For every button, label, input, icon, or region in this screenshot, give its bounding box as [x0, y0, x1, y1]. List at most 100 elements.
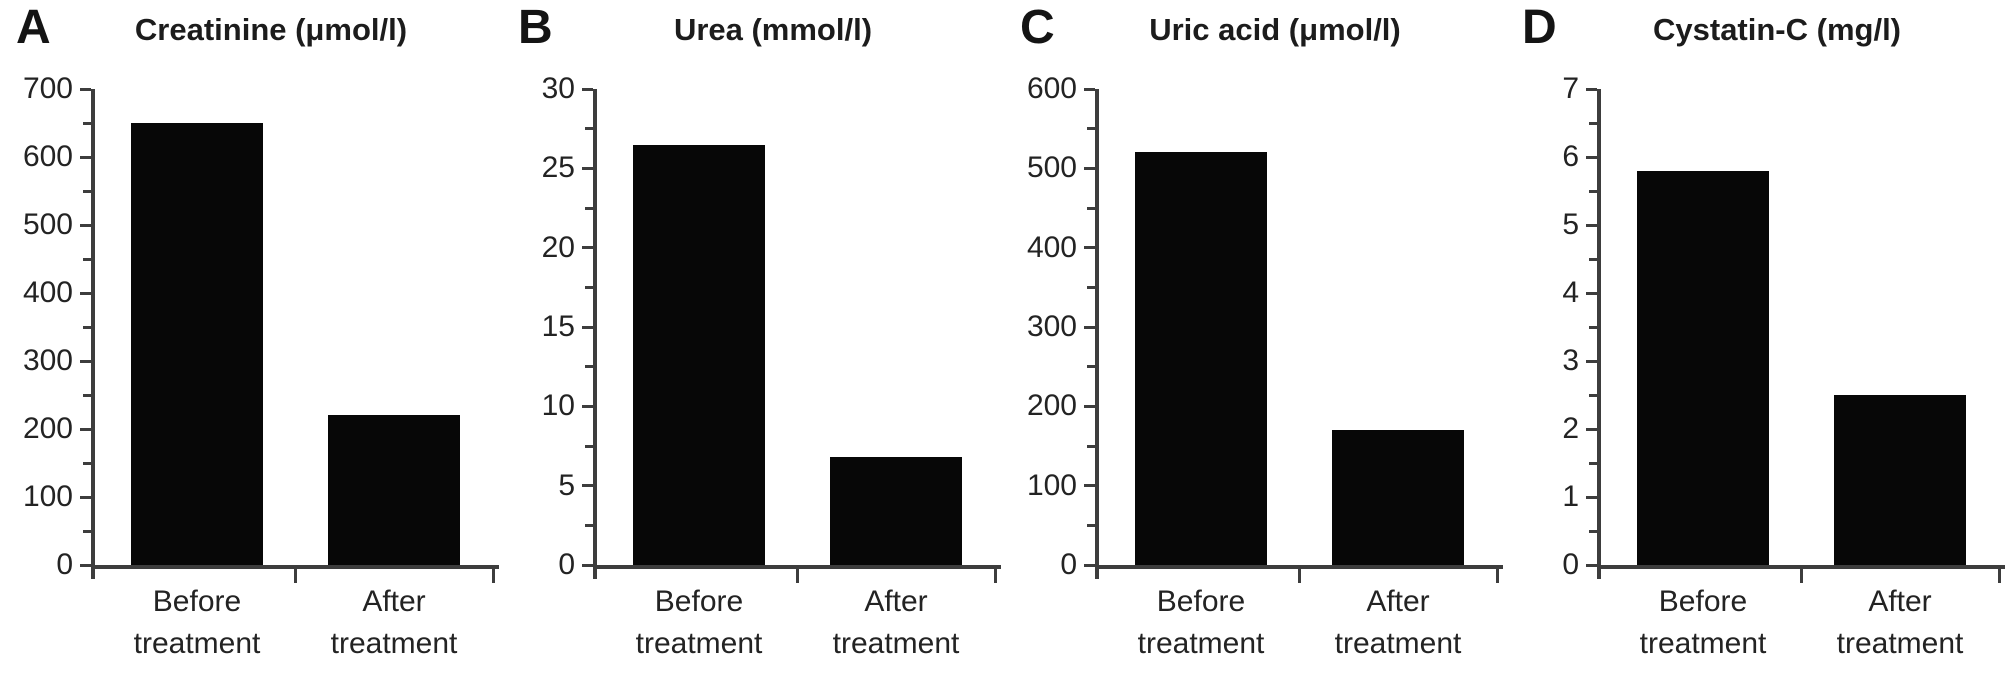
- y-axis-tick-label: 0: [1562, 548, 1579, 581]
- y-axis-minor-tick: [1087, 285, 1095, 289]
- y-axis-line: [593, 89, 597, 579]
- y-axis-tick-label: 700: [22, 72, 73, 105]
- panel-title: Urea (mmol/l): [673, 12, 873, 47]
- y-axis-minor-tick: [585, 127, 593, 131]
- y-axis-major-tick: [1084, 404, 1095, 408]
- y-axis-major-tick: [1586, 563, 1597, 567]
- y-axis-tick-label: 500: [1026, 151, 1077, 185]
- y-axis-major-tick: [1586, 291, 1597, 295]
- x-axis-tick: [1799, 569, 1803, 583]
- y-axis-tick-label: 1: [1562, 480, 1579, 513]
- x-category-label: Before treatment: [635, 585, 763, 660]
- y-axis-major-tick: [80, 427, 91, 431]
- plot-area: 0 1 2 3 4 5 6 7 Before treatment After treatment: [1562, 72, 2005, 660]
- y-axis-major-tick: [80, 87, 91, 91]
- y-axis-tick-label: 3: [1562, 344, 1579, 377]
- y-axis-minor-tick: [1589, 325, 1597, 329]
- y-axis-major-tick: [80, 563, 91, 567]
- y-axis-tick-label: 20: [541, 230, 575, 264]
- x-category-label: After treatment: [1836, 585, 1964, 660]
- panel-letter: D: [1522, 1, 1557, 54]
- y-axis-minor-tick: [585, 523, 593, 527]
- y-axis-minor-tick: [83, 257, 91, 261]
- y-axis-minor-tick: [1087, 206, 1095, 210]
- x-axis-tick: [491, 569, 495, 583]
- y-axis-major-tick: [582, 166, 593, 170]
- y-axis-minor-tick: [83, 189, 91, 193]
- chart-panel-d: D Cystatin-C (mg/l) 0 1 2 3 4 5 6 7 Before treat…: [1506, 0, 2008, 678]
- y-axis-major-tick: [80, 359, 91, 363]
- y-axis-tick-label: 200: [1026, 389, 1077, 423]
- y-axis-minor-tick: [1589, 189, 1597, 193]
- y-axis-major-tick: [80, 223, 91, 227]
- y-axis-minor-tick: [1087, 523, 1095, 527]
- x-axis-tick: [1297, 569, 1301, 583]
- panel-title: Cystatin-C (mg/l): [1653, 12, 1901, 47]
- y-axis-line: [1597, 89, 1601, 579]
- y-axis-tick-label: 4: [1562, 276, 1579, 309]
- y-axis-minor-tick: [83, 121, 91, 125]
- y-axis-minor-tick: [1589, 461, 1597, 465]
- y-axis-major-tick: [582, 246, 593, 250]
- panel-letter: A: [16, 1, 51, 54]
- x-axis-tick: [1997, 569, 2001, 583]
- chart-panel-a: A Creatinine (μmol/l) 0 100 200 300 400 500 60…: [0, 0, 502, 678]
- y-axis-tick-label: 400: [1026, 230, 1077, 264]
- y-axis-tick-label: 10: [541, 389, 575, 423]
- chart-panel-c: C Uric acid (μmol/l) 0 100 200 300 400 500 600…: [1004, 0, 1506, 678]
- y-axis-major-tick: [1084, 246, 1095, 250]
- y-axis-major-tick: [1084, 87, 1095, 91]
- plot-area: 0 100 200 300 400 500 600 700 Before treatment Af…: [23, 72, 499, 660]
- y-axis-minor-tick: [585, 285, 593, 289]
- y-axis-tick-label: 500: [22, 208, 73, 241]
- bar-after-treatment: [1332, 430, 1464, 565]
- y-axis-tick-label: 30: [541, 72, 575, 105]
- y-axis-tick-label: 5: [1562, 208, 1579, 241]
- y-axis-minor-tick: [1087, 444, 1095, 448]
- y-axis-minor-tick: [83, 325, 91, 329]
- y-axis-tick-label: 7: [1562, 72, 1579, 105]
- x-category-label: Before treatment: [1137, 585, 1265, 660]
- y-axis-tick-label: 300: [1026, 310, 1077, 343]
- y-axis-major-tick: [1084, 484, 1095, 488]
- y-axis-major-tick: [582, 87, 593, 91]
- x-axis-line: [91, 565, 499, 569]
- bar-after-treatment: [830, 457, 962, 565]
- panel-letter: C: [1020, 1, 1055, 54]
- y-axis-major-tick: [582, 484, 593, 488]
- x-axis-tick: [293, 569, 297, 583]
- x-category-label: After treatment: [832, 585, 960, 660]
- y-axis-major-tick: [582, 404, 593, 408]
- y-axis-minor-tick: [83, 393, 91, 397]
- y-axis-tick-label: 5: [558, 468, 575, 502]
- y-axis-major-tick: [1586, 87, 1597, 91]
- y-axis-tick-label: 25: [541, 151, 575, 185]
- y-axis-major-tick: [1586, 427, 1597, 431]
- y-axis-major-tick: [1586, 359, 1597, 363]
- x-axis-tick: [795, 569, 799, 583]
- y-axis-line: [91, 89, 95, 579]
- y-axis-major-tick: [80, 155, 91, 159]
- chart-panel-b: B Urea (mmol/l) 0 5 10 15 20 25 30 Before treat…: [502, 0, 1004, 678]
- x-category-label: Before treatment: [133, 585, 261, 660]
- y-axis-major-tick: [1084, 563, 1095, 567]
- x-axis-tick: [1495, 569, 1499, 583]
- y-axis-tick-label: 600: [22, 140, 73, 173]
- y-axis-minor-tick: [1589, 257, 1597, 261]
- y-axis-tick-label: 300: [22, 344, 73, 377]
- y-axis-line: [1095, 89, 1099, 579]
- bar-before-treatment: [1637, 171, 1769, 565]
- y-axis-minor-tick: [1589, 393, 1597, 397]
- y-axis-minor-tick: [585, 206, 593, 210]
- y-axis-tick-label: 100: [22, 480, 73, 513]
- y-axis-major-tick: [1586, 155, 1597, 159]
- y-axis-minor-tick: [1589, 121, 1597, 125]
- x-axis-line: [1095, 565, 1503, 569]
- y-axis-major-tick: [80, 291, 91, 295]
- bar-after-treatment: [328, 415, 460, 565]
- y-axis-major-tick: [1586, 223, 1597, 227]
- y-axis-minor-tick: [1087, 365, 1095, 369]
- x-category-label: Before treatment: [1639, 585, 1767, 660]
- y-axis-minor-tick: [83, 461, 91, 465]
